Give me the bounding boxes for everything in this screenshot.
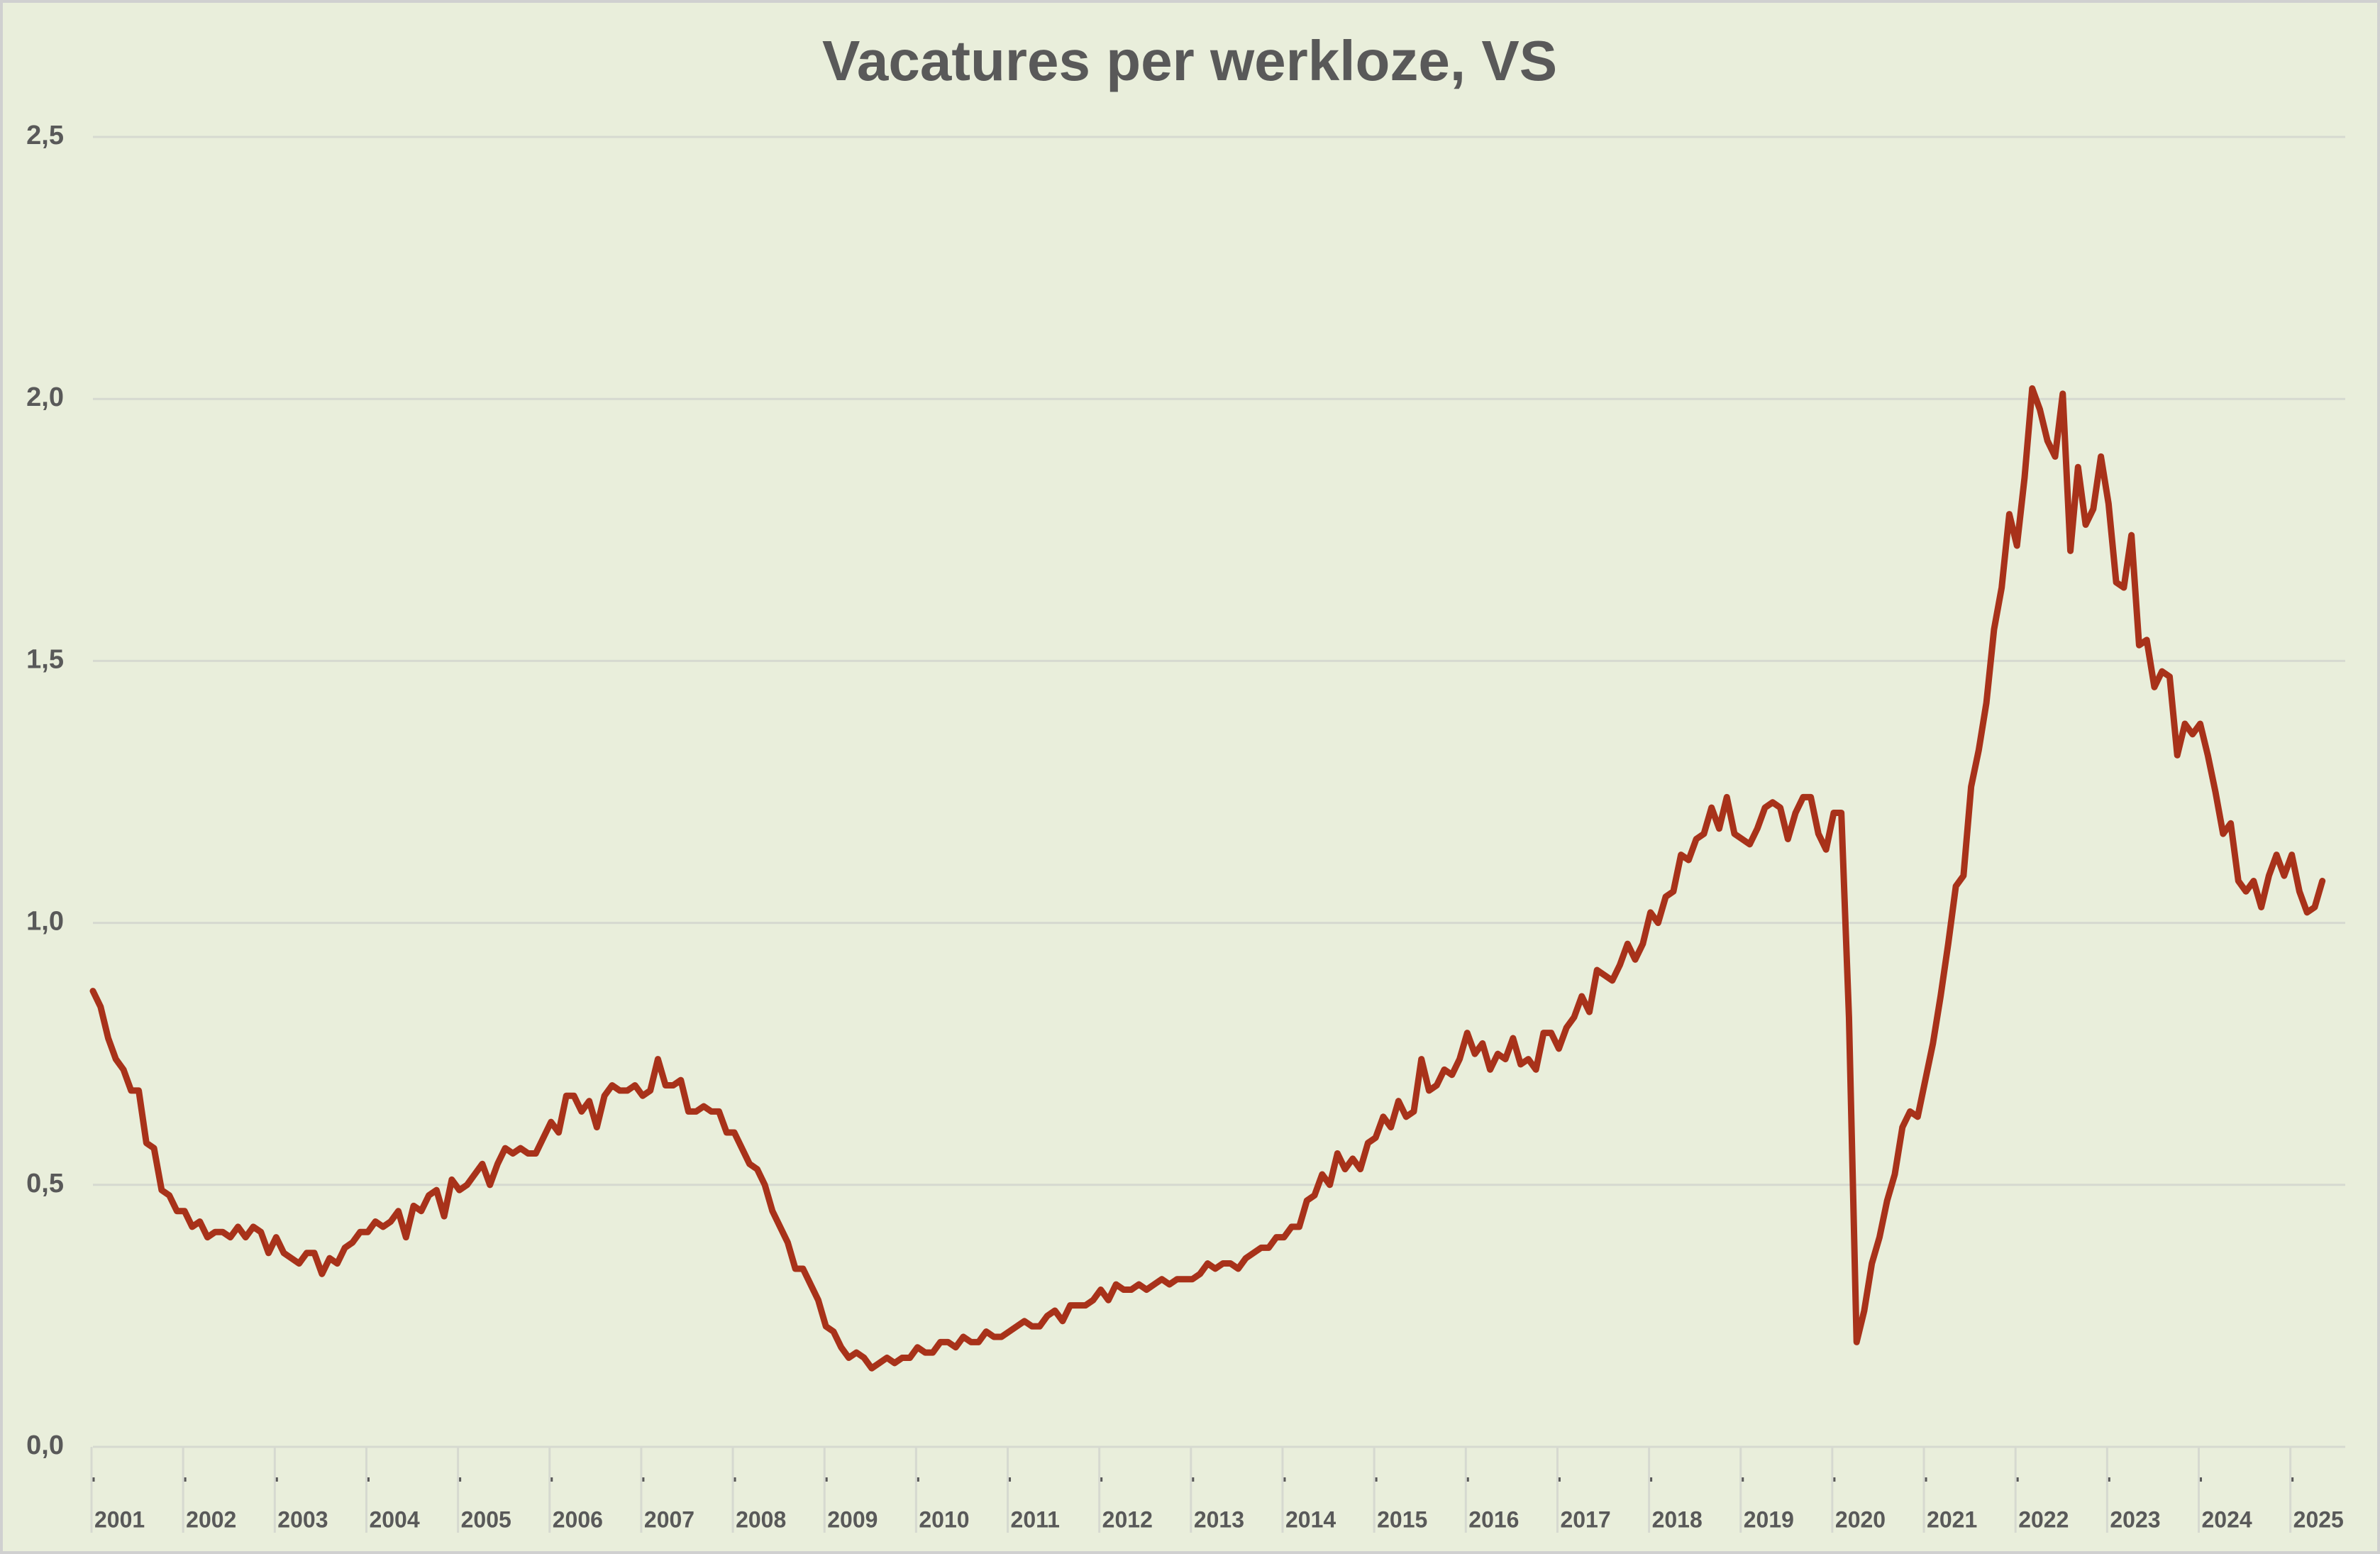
- x-tick-label: 2001: [94, 1506, 145, 1532]
- x-tick-label: 2012: [1102, 1506, 1153, 1532]
- x-tick-label: 2009: [827, 1506, 878, 1532]
- x-tick-label: 2017: [1560, 1506, 1610, 1532]
- x-tick-label: 2023: [2110, 1506, 2160, 1532]
- x-tick-label: 2006: [553, 1506, 603, 1532]
- x-tick: [1740, 1477, 1744, 1482]
- x-tick: [2290, 1477, 2294, 1482]
- x-tick-label: 2020: [1835, 1506, 1886, 1532]
- x-tick-label: 2025: [2293, 1506, 2344, 1532]
- x-tick: [1099, 1477, 1103, 1482]
- x-tick: [274, 1477, 278, 1482]
- x-tick-label: 2004: [369, 1506, 419, 1532]
- x-tick-label: 2010: [919, 1506, 969, 1532]
- x-tick-label: 2007: [644, 1506, 694, 1532]
- x-tick: [641, 1477, 645, 1482]
- x-tick: [182, 1477, 187, 1482]
- x-tick-label: 2018: [1652, 1506, 1703, 1532]
- x-tick-label: 2021: [1927, 1506, 1977, 1532]
- x-tick-label: 2019: [1744, 1506, 1794, 1532]
- y-tick-label: 2,0: [26, 382, 64, 412]
- x-tick: [1832, 1477, 1836, 1482]
- x-tick: [458, 1477, 462, 1482]
- data-line: [89, 385, 2326, 1372]
- x-tick: [1465, 1477, 1469, 1482]
- x-tick: [2106, 1477, 2110, 1482]
- x-tick-label: 2016: [1468, 1506, 1519, 1532]
- y-tick-label: 1,0: [26, 907, 64, 937]
- y-tick-label: 0,0: [26, 1431, 64, 1460]
- x-tick: [732, 1477, 736, 1482]
- x-tick-label: 2024: [2202, 1506, 2252, 1532]
- x-tick-label: 2008: [736, 1506, 786, 1532]
- x-tick: [915, 1477, 919, 1482]
- x-tick-label: 2002: [186, 1506, 236, 1532]
- y-tick-label: 0,5: [26, 1169, 64, 1198]
- chart-title: Vacatures per werkloze, VS: [822, 29, 1557, 92]
- x-tick: [1923, 1477, 1927, 1482]
- x-tick: [1373, 1477, 1378, 1482]
- x-tick: [1649, 1477, 1653, 1482]
- x-tick: [2198, 1477, 2203, 1482]
- x-tick: [2015, 1477, 2019, 1482]
- x-tick-label: 2015: [1377, 1506, 1427, 1532]
- y-tick-label: 1,5: [26, 644, 64, 674]
- x-tick-label: 2014: [1285, 1506, 1336, 1532]
- x-tick: [1282, 1477, 1286, 1482]
- x-tick-label: 2003: [277, 1506, 328, 1532]
- x-tick: [549, 1477, 553, 1482]
- x-tick: [91, 1477, 95, 1482]
- x-tick: [1190, 1477, 1195, 1482]
- x-tick: [1556, 1477, 1561, 1482]
- x-tick: [1007, 1477, 1012, 1482]
- x-tick: [824, 1477, 828, 1482]
- y-tick-label: 2,5: [26, 121, 64, 150]
- x-tick-label: 2013: [1194, 1506, 1244, 1532]
- x-tick: [365, 1477, 370, 1482]
- x-tick-label: 2011: [1011, 1506, 1060, 1532]
- x-tick-label: 2005: [461, 1506, 511, 1532]
- x-tick-label: 2022: [2018, 1506, 2069, 1532]
